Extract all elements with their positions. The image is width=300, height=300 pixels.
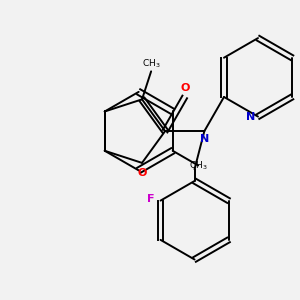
Text: O: O <box>137 168 147 178</box>
Text: CH$_3$: CH$_3$ <box>189 159 208 172</box>
Text: CH$_3$: CH$_3$ <box>142 57 161 70</box>
Text: N: N <box>246 112 255 122</box>
Text: N: N <box>200 134 209 144</box>
Text: F: F <box>147 194 154 204</box>
Text: O: O <box>181 83 190 93</box>
